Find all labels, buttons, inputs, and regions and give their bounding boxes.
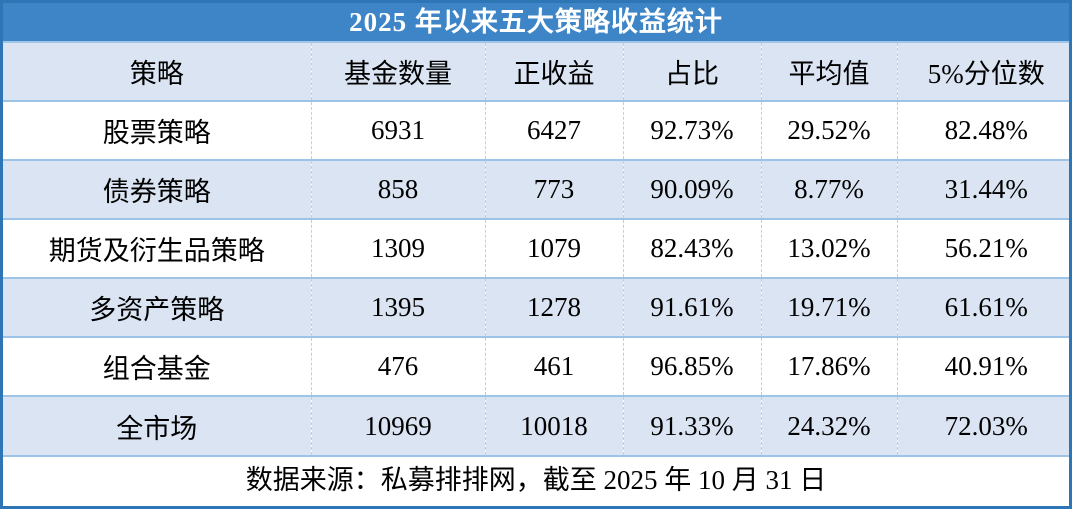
cell-average: 29.52% [760,100,897,160]
header-cell-fund-count: 基金数量 [310,43,485,102]
cell-positive-return: 1278 [484,277,623,337]
cell-percentile: 72.03% [896,395,1069,455]
cell-positive-return: 773 [484,159,623,219]
cell-ratio: 96.85% [622,336,761,396]
cell-ratio: 91.61% [622,277,761,337]
cell-positive-return: 10018 [484,395,623,455]
cell-ratio: 91.33% [622,395,761,455]
cell-fund-count: 1395 [310,277,485,337]
table-row: 全市场 10969 10018 91.33% 24.32% 72.03% [3,395,1069,455]
data-source-note: 数据来源：私募排排网，截至 2025 年 10 月 31 日 [3,455,1069,505]
cell-positive-return: 461 [484,336,623,396]
cell-percentile: 82.48% [896,100,1069,160]
header-cell-positive-return: 正收益 [484,43,623,102]
strategy-returns-table: 策略 基金数量 正收益 占比 平均值 5%分位数 股票策略 6931 6427 … [3,43,1069,455]
cell-average: 24.32% [760,395,897,455]
header-cell-average: 平均值 [760,43,897,102]
cell-strategy-name: 债券策略 [3,159,311,219]
table-title: 2025 年以来五大策略收益统计 [3,3,1069,43]
table-row: 债券策略 858 773 90.09% 8.77% 31.44% [3,159,1069,219]
cell-ratio: 82.43% [622,218,761,278]
cell-strategy-name: 组合基金 [3,336,311,396]
cell-strategy-name: 期货及衍生品策略 [3,218,311,278]
cell-percentile: 61.61% [896,277,1069,337]
table-row: 组合基金 476 461 96.85% 17.86% 40.91% [3,336,1069,396]
cell-percentile: 31.44% [896,159,1069,219]
cell-average: 8.77% [760,159,897,219]
header-cell-strategy: 策略 [3,43,311,102]
cell-fund-count: 476 [310,336,485,396]
cell-average: 19.71% [760,277,897,337]
cell-average: 17.86% [760,336,897,396]
cell-fund-count: 1309 [310,218,485,278]
table-row: 期货及衍生品策略 1309 1079 82.43% 13.02% 56.21% [3,218,1069,278]
cell-positive-return: 6427 [484,100,623,160]
cell-ratio: 90.09% [622,159,761,219]
cell-positive-return: 1079 [484,218,623,278]
cell-percentile: 40.91% [896,336,1069,396]
header-cell-percentile: 5%分位数 [896,43,1069,102]
cell-fund-count: 10969 [310,395,485,455]
cell-strategy-name: 股票策略 [3,100,311,160]
cell-fund-count: 6931 [310,100,485,160]
cell-percentile: 56.21% [896,218,1069,278]
header-row: 策略 基金数量 正收益 占比 平均值 5%分位数 [3,43,1069,102]
table-row: 股票策略 6931 6427 92.73% 29.52% 82.48% [3,100,1069,160]
cell-strategy-name: 全市场 [3,395,311,455]
cell-strategy-name: 多资产策略 [3,277,311,337]
table-row: 多资产策略 1395 1278 91.61% 19.71% 61.61% [3,277,1069,337]
cell-ratio: 92.73% [622,100,761,160]
header-cell-ratio: 占比 [622,43,761,102]
cell-average: 13.02% [760,218,897,278]
cell-fund-count: 858 [310,159,485,219]
